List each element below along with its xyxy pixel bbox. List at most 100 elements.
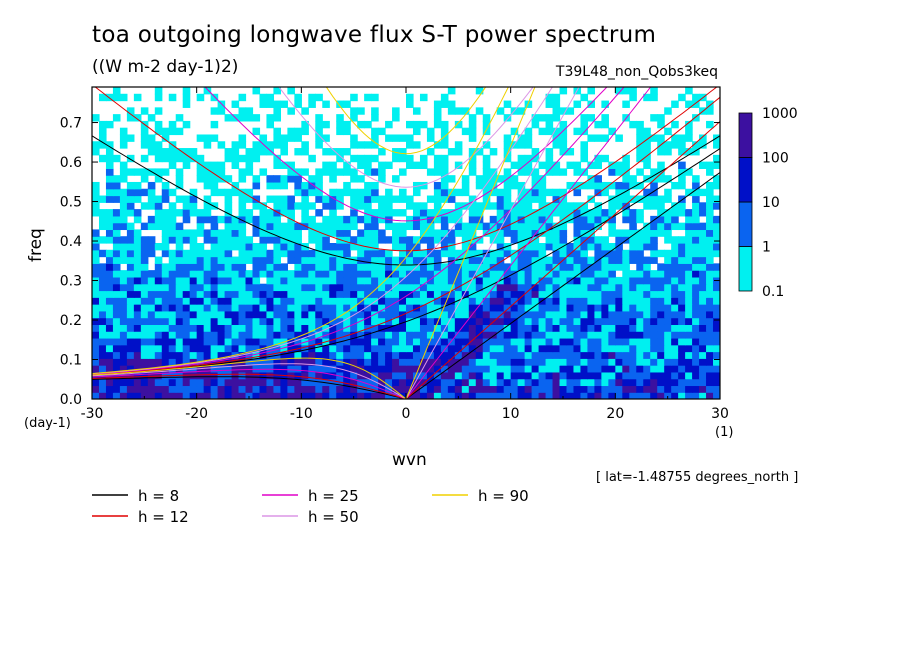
heatmap-cell <box>231 331 240 339</box>
heatmap-cell <box>224 249 233 258</box>
heatmap-cell <box>203 141 212 149</box>
heatmap-cell <box>552 256 561 264</box>
heatmap-cell <box>280 371 288 380</box>
heatmap-cell <box>364 297 372 305</box>
heatmap-cell <box>329 331 337 339</box>
heatmap-cell <box>357 263 365 271</box>
heatmap-cell <box>503 249 512 258</box>
heatmap-cell <box>482 310 491 319</box>
heatmap-cell <box>98 310 107 319</box>
heatmap-cell <box>636 134 644 142</box>
heatmap-cell <box>461 181 470 190</box>
heatmap-cell <box>412 351 421 359</box>
heatmap-cell <box>273 195 281 203</box>
heatmap-cell <box>315 249 323 258</box>
heatmap-cell <box>154 148 163 156</box>
heatmap-cell <box>685 127 693 136</box>
heatmap-cell <box>538 188 547 197</box>
heatmap-cell <box>608 344 616 353</box>
heatmap-cell <box>580 202 589 210</box>
heatmap-cell <box>475 202 484 210</box>
heatmap-cell <box>140 154 149 163</box>
heatmap-cell <box>238 351 247 359</box>
heatmap-cell <box>713 371 720 380</box>
heatmap-cell <box>671 310 679 319</box>
heatmap-cell <box>252 127 261 136</box>
heatmap-cell <box>112 337 121 346</box>
heatmap-cell <box>650 290 658 298</box>
heatmap-cell <box>454 344 463 353</box>
heatmap-cell <box>685 148 693 156</box>
heatmap-cell <box>517 304 526 312</box>
heatmap-cell <box>510 161 519 169</box>
heatmap-cell <box>336 337 344 346</box>
heatmap-cell <box>454 358 463 366</box>
heatmap-cell <box>587 317 595 325</box>
heatmap-cell <box>364 324 372 332</box>
heatmap-cell <box>266 385 275 393</box>
heatmap-cell <box>699 297 707 305</box>
heatmap-cell <box>105 120 114 129</box>
heatmap-cell <box>447 263 456 271</box>
heatmap-cell <box>119 134 128 142</box>
heatmap-cell <box>315 209 323 217</box>
heatmap-cell <box>650 392 658 399</box>
heatmap-cell <box>133 93 142 102</box>
heatmap-cell <box>622 161 630 169</box>
heatmap-cell <box>287 243 295 251</box>
heatmap-cell <box>552 222 561 231</box>
heatmap-cell <box>224 297 233 305</box>
heatmap-cell <box>615 256 623 264</box>
heatmap-cell <box>538 229 547 237</box>
heatmap-cell <box>713 202 720 210</box>
heatmap-cell <box>433 120 442 129</box>
heatmap-cell <box>105 304 114 312</box>
heatmap-cell <box>545 324 554 332</box>
heatmap-cell <box>489 215 498 224</box>
heatmap-cell <box>636 358 644 366</box>
heatmap-cell <box>217 100 226 108</box>
heatmap-cell <box>685 209 693 217</box>
y-tick-label: 0.2 <box>60 313 82 329</box>
heatmap-cell <box>671 283 679 292</box>
heatmap-cell <box>678 365 686 373</box>
heatmap-cell <box>419 161 428 169</box>
heatmap-cell <box>238 263 247 271</box>
heatmap-cell <box>496 365 505 373</box>
heatmap-cell <box>336 195 344 203</box>
heatmap-cell <box>678 202 686 210</box>
heatmap-cell <box>154 168 163 176</box>
heatmap-cell <box>105 283 114 292</box>
heatmap-cell <box>322 236 330 244</box>
heatmap-cell <box>350 195 358 203</box>
heatmap-cell <box>343 310 351 319</box>
heatmap-cell <box>531 188 540 197</box>
heatmap-cell <box>713 283 720 292</box>
heatmap-cell <box>587 276 595 285</box>
heatmap-cell <box>671 181 679 190</box>
heatmap-cell <box>308 215 316 224</box>
heatmap-cell <box>419 331 428 339</box>
heatmap-cell <box>350 317 358 325</box>
heatmap-cell <box>552 134 561 142</box>
heatmap-cell <box>224 148 233 156</box>
heatmap-cell <box>692 297 700 305</box>
heatmap-cell <box>454 222 463 231</box>
heatmap-cell <box>713 276 720 285</box>
heatmap-cell <box>489 317 498 325</box>
heatmap-cell <box>322 392 330 399</box>
heatmap-cell <box>692 243 700 251</box>
heatmap-cell <box>119 175 128 183</box>
heatmap-cell <box>308 304 316 312</box>
heatmap-cell <box>538 392 547 399</box>
heatmap-cell <box>706 283 714 292</box>
colorbar-swatch <box>738 246 753 292</box>
heatmap-cell <box>329 209 337 217</box>
heatmap-cell <box>650 358 658 366</box>
heatmap-cell <box>601 392 609 399</box>
heatmap-cell <box>210 175 219 183</box>
heatmap-cell <box>524 324 533 332</box>
heatmap-cell <box>182 378 191 387</box>
heatmap-cell <box>510 127 519 136</box>
heatmap-cell <box>105 93 114 102</box>
